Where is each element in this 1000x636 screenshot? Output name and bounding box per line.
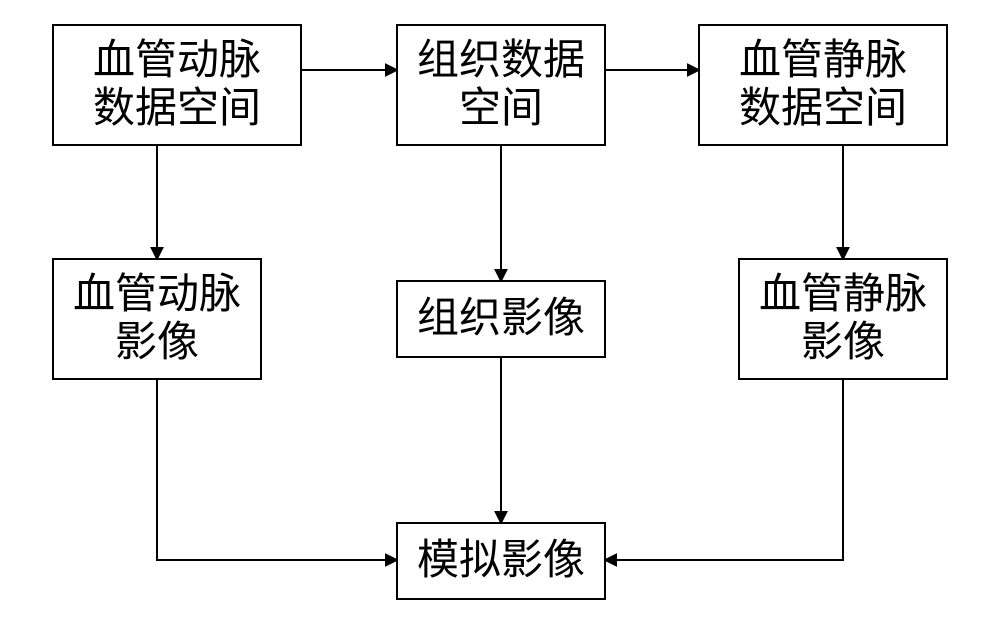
node-label: 血管静脉 影像 (759, 271, 927, 368)
node-label: 血管动脉 影像 (73, 271, 241, 368)
node-tissue-data-space: 组织数据 空间 (396, 24, 606, 146)
node-vein-data-space: 血管静脉 数据空间 (698, 24, 948, 146)
node-label: 血管静脉 数据空间 (739, 37, 907, 134)
flowchart-stage: 血管动脉 数据空间 组织数据 空间 血管静脉 数据空间 血管动脉 影像 组织影像… (0, 0, 1000, 636)
node-vein-image: 血管静脉 影像 (738, 258, 948, 380)
node-label: 血管动脉 数据空间 (93, 37, 261, 134)
node-artery-data-space: 血管动脉 数据空间 (52, 24, 302, 146)
node-label: 模拟影像 (417, 537, 585, 585)
node-simulated-image: 模拟影像 (396, 522, 606, 600)
node-label: 组织影像 (417, 295, 585, 343)
edge-n6-n7 (606, 380, 843, 560)
edge-n4-n7 (157, 380, 396, 560)
node-artery-image: 血管动脉 影像 (52, 258, 262, 380)
node-label: 组织数据 空间 (417, 37, 585, 134)
node-tissue-image: 组织影像 (396, 280, 606, 358)
